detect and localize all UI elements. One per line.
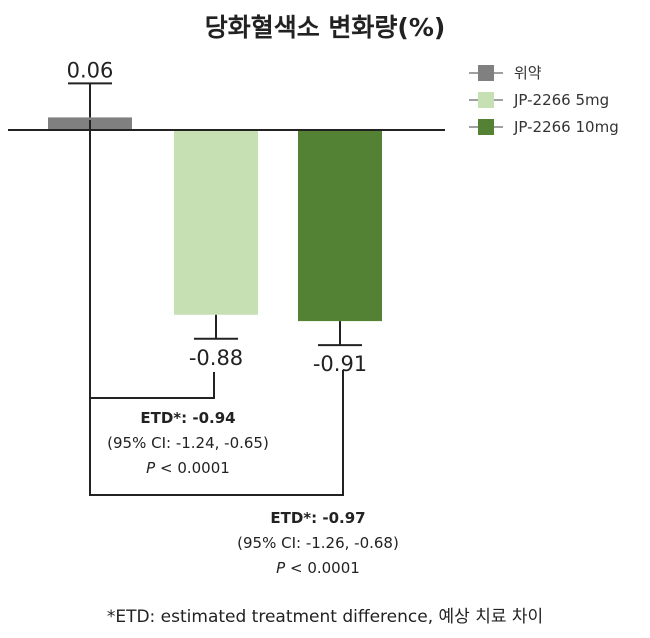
legend-label-jp-2266-10mg: JP-2266 10mg [513,118,619,136]
legend-label-jp-2266-5mg: JP-2266 5mg [513,91,609,109]
etd-annotation-5mg: ETD*: -0.94 (95% CI: -1.24, -0.65) P < 0… [89,120,269,477]
etd-value-10mg: -0.97 [322,509,365,527]
legend-swatch-위약 [478,65,494,81]
etd-bracket-5mg [89,120,215,399]
etd-p-symbol-10mg: P [276,559,286,577]
bar-jp-2266-10mg [298,130,382,322]
legend-item-jp-2266-10mg: JP-2266 10mg [469,118,619,136]
etd-value-5mg: -0.94 [192,409,235,427]
etd-label-5mg: ETD*: [140,409,187,427]
etd-ci-5mg: (95% CI: -1.24, -0.65) [107,434,269,452]
etd-label-10mg: ETD*: [270,509,317,527]
bar-jp-2266-5mg [174,130,258,315]
etd-p-value-5mg: < 0.0001 [155,459,230,477]
chart-title: 당화혈색소 변화량(%) [205,13,446,42]
error-bar-jp-2266-10mg [318,321,362,347]
svg-text:P < 0.0001: P < 0.0001 [146,459,230,477]
etd-annotation-10mg: ETD*: -0.97 (95% CI: -1.26, -0.68) P < 0… [89,370,399,577]
svg-text:ETD*: -0.94: ETD*: -0.94 [140,409,235,427]
value-label-jp-2266-5mg: -0.88 [189,346,243,370]
svg-text:ETD*: -0.97: ETD*: -0.97 [270,509,365,527]
etd-bracket-10mg [89,370,344,496]
legend: 위약 JP-2266 5mg JP-2266 10mg [469,64,619,136]
value-label-jp-2266-10mg: -0.91 [313,352,367,376]
value-label-위약: 0.06 [67,58,114,82]
bars-layer: 0.06 -0.88 -0.91 [48,58,382,376]
legend-swatch-jp-2266-10mg [478,119,494,135]
error-bar-위약 [68,82,112,118]
error-bar-jp-2266-5mg [194,314,238,340]
legend-item-위약: 위약 [469,64,542,82]
svg-text:P < 0.0001: P < 0.0001 [276,559,360,577]
footnote: *ETD: estimated treatment difference, 예상… [107,607,543,627]
legend-label-위약: 위약 [514,64,542,82]
etd-p-value-10mg: < 0.0001 [285,559,360,577]
legend-item-jp-2266-5mg: JP-2266 5mg [469,91,609,109]
etd-p-symbol-5mg: P [146,459,156,477]
etd-ci-10mg: (95% CI: -1.26, -0.68) [237,534,399,552]
legend-swatch-jp-2266-5mg [478,92,494,108]
